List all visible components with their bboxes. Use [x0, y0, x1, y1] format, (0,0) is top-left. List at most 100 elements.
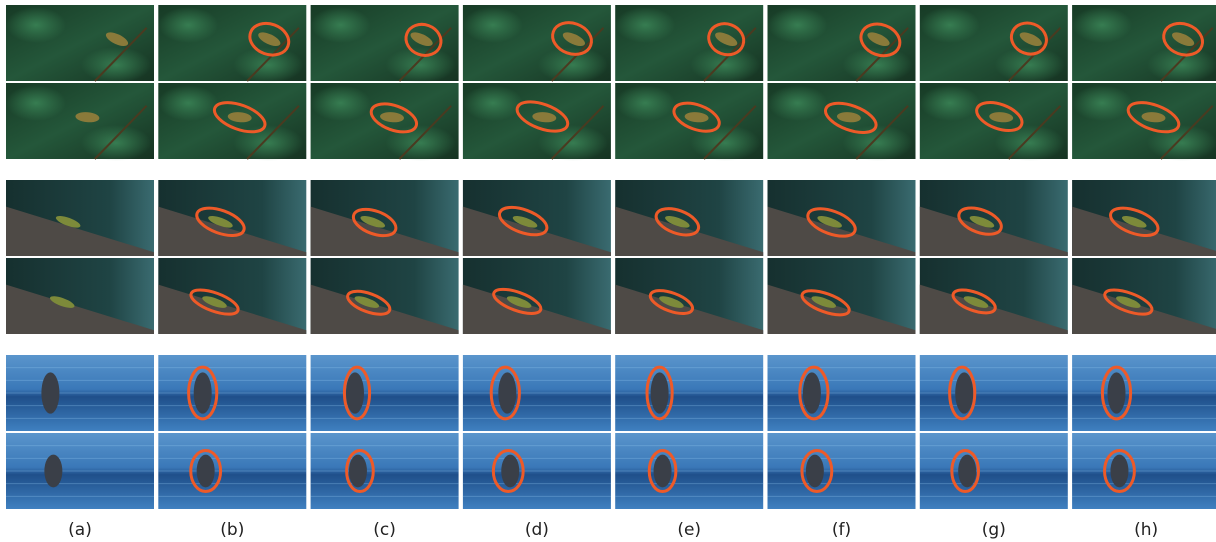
foliage [1072, 7, 1132, 43]
image-tile [768, 5, 916, 83]
image-grid [6, 5, 1216, 509]
image-tile [6, 5, 154, 83]
subject [349, 455, 367, 488]
subject [194, 372, 212, 413]
subject [651, 372, 669, 413]
subject [501, 455, 519, 488]
image-tile [158, 433, 306, 509]
foliage [6, 7, 66, 43]
image-tile [768, 258, 916, 334]
image-tile [1072, 433, 1216, 509]
image-tile [920, 258, 1068, 334]
foliage [311, 7, 371, 43]
column-label: (b) [220, 520, 244, 540]
foliage [158, 85, 218, 121]
image-tile [311, 83, 459, 161]
subject [955, 372, 973, 413]
image-tile [6, 355, 154, 431]
foliage [81, 125, 151, 161]
subject [1108, 372, 1126, 413]
foliage [1072, 85, 1132, 121]
image-tile [311, 258, 459, 334]
foliage [768, 85, 828, 121]
foliage [158, 7, 218, 43]
foliage [768, 7, 828, 43]
foliage [690, 47, 760, 83]
foliage [920, 7, 980, 43]
image-tile [463, 433, 611, 509]
image-tile [768, 83, 916, 161]
foliage [920, 85, 980, 121]
subject [1110, 455, 1128, 488]
column-label: (a) [68, 520, 92, 540]
figure: (a) (b) (c) (d) (e) (f) (g) (h) [0, 0, 1216, 542]
subject [654, 455, 672, 488]
foliage [311, 85, 371, 121]
foliage [463, 85, 523, 121]
image-tile [920, 83, 1068, 161]
image-tile [158, 258, 306, 334]
image-tile [463, 180, 611, 256]
image-tile [615, 258, 763, 334]
subject [44, 455, 62, 488]
column-label: (h) [1134, 520, 1158, 540]
subject [197, 455, 215, 488]
column-label: (e) [677, 520, 701, 540]
image-tile [463, 355, 611, 431]
image-tile [158, 180, 306, 256]
image-tile [158, 355, 306, 431]
subject [806, 455, 824, 488]
image-tile [463, 83, 611, 161]
image-tile [6, 433, 154, 509]
image-tile [463, 5, 611, 83]
foliage [463, 7, 523, 43]
column-label: (f) [832, 520, 851, 540]
image-tile [1072, 83, 1216, 161]
image-tile [768, 180, 916, 256]
foliage [843, 47, 913, 83]
image-tile [311, 5, 459, 83]
subject [41, 372, 59, 413]
image-tile [768, 355, 916, 431]
image-tile [920, 433, 1068, 509]
foliage [6, 85, 66, 121]
image-tile [311, 355, 459, 431]
image-tile [1072, 258, 1216, 334]
foliage [538, 47, 608, 83]
column-labels: (a) (b) (c) (d) (e) (f) (g) (h) [68, 520, 1158, 540]
subject [803, 372, 821, 413]
column-label: (c) [373, 520, 396, 540]
image-tile [920, 5, 1068, 83]
foliage [615, 85, 675, 121]
foliage [1147, 47, 1216, 83]
image-tile [920, 180, 1068, 256]
image-tile [615, 180, 763, 256]
image-tile [615, 355, 763, 431]
image-tile [6, 258, 154, 334]
foliage [233, 47, 303, 83]
image-tile [6, 180, 154, 256]
image-tile [615, 5, 763, 83]
image-tile [1072, 355, 1216, 431]
column-label: (g) [982, 520, 1006, 540]
foliage [615, 7, 675, 43]
image-tile [158, 5, 306, 83]
subject [346, 372, 364, 413]
subject [958, 455, 976, 488]
foliage [81, 47, 151, 83]
image-tile [311, 433, 459, 509]
image-tile [615, 83, 763, 161]
image-tile [463, 258, 611, 334]
image-tile [6, 83, 154, 161]
image-tile [920, 355, 1068, 431]
image-tile [311, 180, 459, 256]
image-tile [768, 433, 916, 509]
foliage [995, 47, 1065, 83]
subject [498, 372, 516, 413]
foliage [386, 47, 456, 83]
image-tile [158, 83, 306, 161]
image-tile [1072, 5, 1216, 83]
image-tile [615, 433, 763, 509]
image-tile [1072, 180, 1216, 256]
column-label: (d) [525, 520, 549, 540]
